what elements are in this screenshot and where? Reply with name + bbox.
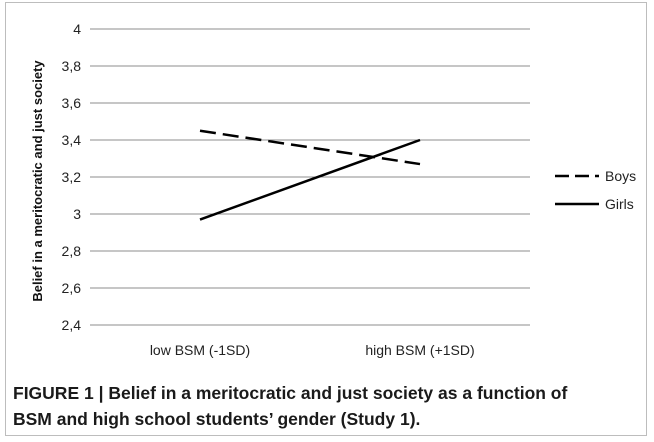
y-tick-label: 3,6 — [62, 95, 82, 111]
x-tick-label: low BSM (-1SD) — [150, 342, 250, 358]
y-tick-label: 4 — [73, 21, 81, 37]
caption-line-2: BSM and high school students’ gender (St… — [13, 409, 421, 429]
y-tick-label: 2,4 — [62, 317, 82, 333]
x-tick-label: high BSM (+1SD) — [365, 342, 474, 358]
y-tick-label: 3 — [73, 206, 81, 222]
caption-line-1: FIGURE 1 | Belief in a meritocratic and … — [13, 383, 568, 403]
y-tick-label: 2,8 — [62, 243, 82, 259]
figure-frame — [5, 2, 647, 436]
y-tick-label: 2,6 — [62, 280, 82, 296]
legend-label-girls: Girls — [605, 196, 634, 212]
series-line-boys — [199, 129, 421, 166]
y-axis-label: Belief in a meritocratic and just societ… — [30, 60, 45, 302]
legend-label-boys: Boys — [605, 168, 636, 184]
figure-caption: FIGURE 1 | Belief in a meritocratic and … — [13, 380, 643, 432]
line-chart: 2,4 2,6 2,8 3 3,2 3,4 3,6 3,8 4 low BSM (-1SD) hi… — [30, 21, 636, 358]
legend: Boys Girls — [555, 168, 636, 212]
x-tick-labels: low BSM (-1SD) high BSM (+1SD) — [150, 342, 475, 358]
y-tick-label: 3,4 — [62, 132, 82, 148]
y-tick-label: 3,8 — [62, 58, 82, 74]
series-line-girls — [199, 138, 421, 221]
series-lines — [199, 129, 421, 221]
y-tick-label: 3,2 — [62, 169, 82, 185]
gridlines — [90, 28, 530, 326]
y-tick-labels: 2,4 2,6 2,8 3 3,2 3,4 3,6 3,8 4 — [62, 21, 82, 333]
